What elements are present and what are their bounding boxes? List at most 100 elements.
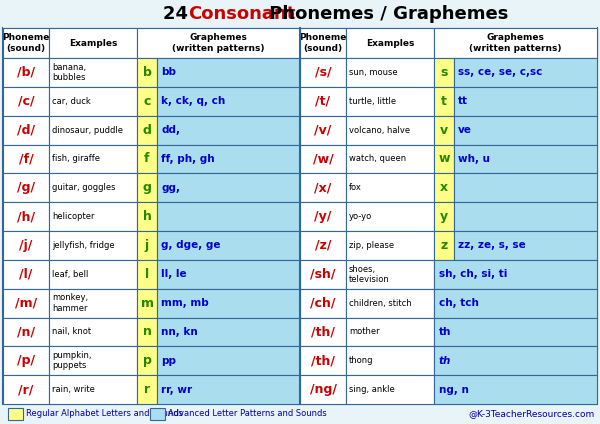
Bar: [346, 28, 434, 58]
Bar: [300, 145, 346, 173]
Text: k, ck, q, ch: k, ck, q, ch: [161, 96, 225, 106]
Bar: [346, 202, 434, 231]
Text: Examples: Examples: [69, 39, 117, 47]
Bar: [3, 87, 49, 116]
Text: Graphemes
(written patterns): Graphemes (written patterns): [172, 33, 265, 53]
Text: m: m: [140, 296, 154, 310]
Text: s: s: [440, 66, 448, 79]
Bar: [346, 260, 434, 289]
Bar: [3, 231, 49, 260]
Bar: [137, 58, 157, 87]
Text: helicopter: helicopter: [52, 212, 95, 221]
Text: x: x: [440, 181, 448, 194]
Bar: [157, 260, 300, 289]
Text: v: v: [440, 123, 448, 137]
Text: /c/: /c/: [17, 95, 34, 108]
Text: mm, mb: mm, mb: [161, 298, 209, 308]
Text: /n/: /n/: [17, 325, 35, 338]
Text: ll, le: ll, le: [161, 269, 187, 279]
Text: h: h: [143, 210, 151, 223]
Bar: [346, 346, 434, 375]
Bar: [8, 408, 23, 420]
Text: leaf, bell: leaf, bell: [52, 270, 88, 279]
Bar: [300, 346, 346, 375]
Text: jellyfish, fridge: jellyfish, fridge: [52, 241, 115, 250]
Text: Advanced Letter Patterns and Sounds: Advanced Letter Patterns and Sounds: [168, 410, 327, 418]
Text: Regular Alphabet Letters and Sounds: Regular Alphabet Letters and Sounds: [26, 410, 183, 418]
Text: j: j: [145, 239, 149, 252]
Bar: [49, 87, 137, 116]
Text: bb: bb: [161, 67, 176, 78]
Text: sun, mouse: sun, mouse: [349, 68, 398, 77]
Text: dd,: dd,: [161, 125, 180, 135]
Text: Examples: Examples: [366, 39, 414, 47]
Bar: [49, 231, 137, 260]
Bar: [454, 145, 597, 173]
Text: shoes,
television: shoes, television: [349, 265, 390, 284]
Bar: [137, 289, 157, 318]
Bar: [49, 28, 137, 58]
Bar: [137, 318, 157, 346]
Bar: [157, 318, 300, 346]
Text: Graphemes
(written patterns): Graphemes (written patterns): [469, 33, 562, 53]
Bar: [3, 260, 49, 289]
Bar: [300, 116, 346, 145]
Bar: [346, 375, 434, 404]
Text: g, dge, ge: g, dge, ge: [161, 240, 221, 251]
Bar: [49, 260, 137, 289]
Bar: [3, 28, 597, 404]
Bar: [454, 87, 597, 116]
Text: sing, ankle: sing, ankle: [349, 385, 395, 394]
Text: rr, wr: rr, wr: [161, 385, 192, 395]
Text: car, duck: car, duck: [52, 97, 91, 106]
Text: mother: mother: [349, 327, 380, 336]
Bar: [300, 260, 346, 289]
Text: /f/: /f/: [19, 152, 34, 165]
Text: n: n: [143, 325, 151, 338]
Bar: [137, 346, 157, 375]
Text: ff, ph, gh: ff, ph, gh: [161, 154, 215, 164]
Text: /d/: /d/: [17, 123, 35, 137]
Text: f: f: [144, 152, 150, 165]
Text: /t/: /t/: [316, 95, 331, 108]
Text: guitar, goggles: guitar, goggles: [52, 183, 115, 192]
Bar: [454, 202, 597, 231]
Text: nail, knot: nail, knot: [52, 327, 91, 336]
Bar: [157, 116, 300, 145]
Text: /g/: /g/: [17, 181, 35, 194]
Text: pp: pp: [161, 356, 176, 366]
Text: pumpkin,
puppets: pumpkin, puppets: [52, 351, 91, 371]
Text: watch, queen: watch, queen: [349, 154, 406, 163]
Text: /sh/: /sh/: [310, 268, 336, 281]
Bar: [300, 58, 346, 87]
Text: /x/: /x/: [314, 181, 332, 194]
Text: sh, ch, si, ti: sh, ch, si, ti: [439, 269, 508, 279]
Text: Consonant: Consonant: [188, 5, 295, 23]
Text: thong: thong: [349, 356, 373, 365]
Text: w: w: [438, 152, 450, 165]
Text: b: b: [143, 66, 151, 79]
Text: wh, u: wh, u: [458, 154, 490, 164]
Bar: [434, 289, 597, 318]
Bar: [300, 375, 346, 404]
Text: y: y: [440, 210, 448, 223]
Text: /ng/: /ng/: [310, 383, 337, 396]
Bar: [3, 116, 49, 145]
Bar: [346, 58, 434, 87]
Text: ng, n: ng, n: [439, 385, 469, 395]
Text: monkey,
hammer: monkey, hammer: [52, 293, 88, 313]
Text: banana,
bubbles: banana, bubbles: [52, 63, 86, 82]
Text: /p/: /p/: [17, 354, 35, 367]
Bar: [434, 318, 597, 346]
Bar: [157, 145, 300, 173]
Bar: [300, 87, 346, 116]
Bar: [454, 116, 597, 145]
Bar: [3, 318, 49, 346]
Text: g: g: [143, 181, 151, 194]
Bar: [157, 375, 300, 404]
Bar: [434, 231, 454, 260]
Text: Phoneme
(sound): Phoneme (sound): [2, 33, 50, 53]
Text: nn, kn: nn, kn: [161, 327, 198, 337]
Text: 24: 24: [163, 5, 194, 23]
Text: /j/: /j/: [19, 239, 32, 252]
